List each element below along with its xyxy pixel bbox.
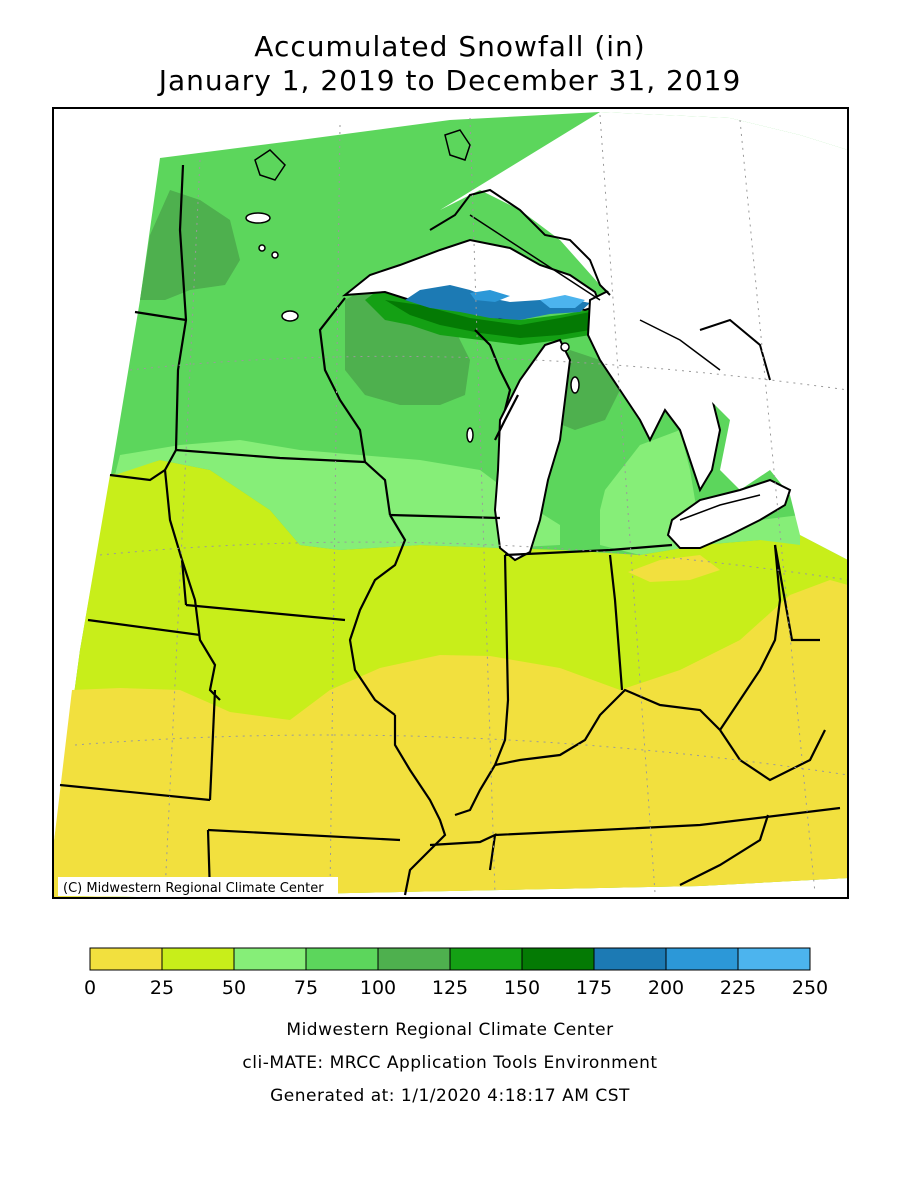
legend-swatch bbox=[233, 947, 307, 971]
legend-swatch bbox=[89, 947, 163, 971]
map-title: Accumulated Snowfall (in) bbox=[254, 30, 646, 63]
legend-swatch bbox=[593, 947, 667, 971]
legend-swatch bbox=[305, 947, 379, 971]
lake-winnipeg-fragment bbox=[254, 149, 286, 181]
legend-tick-label: 100 bbox=[360, 977, 396, 999]
legend-swatch bbox=[377, 947, 451, 971]
legend-tick-label: 125 bbox=[432, 977, 468, 999]
state-boundaries bbox=[59, 164, 841, 896]
copyright-text: (C) Midwestern Regional Climate Center bbox=[63, 881, 324, 896]
credit-line-1: Midwestern Regional Climate Center bbox=[286, 1020, 614, 1040]
canada-region bbox=[440, 112, 848, 560]
erie-border-line bbox=[679, 494, 761, 521]
legend-swatch bbox=[665, 947, 739, 971]
lake-erie bbox=[666, 478, 792, 549]
us-canada-border-line bbox=[469, 214, 601, 301]
legend-tick-label: 250 bbox=[792, 977, 828, 999]
graticule bbox=[74, 114, 849, 894]
legend-swatch bbox=[161, 947, 235, 971]
legend-tick-label: 200 bbox=[648, 977, 684, 999]
lake-islands bbox=[245, 212, 580, 443]
superior-north-shore bbox=[429, 188, 611, 296]
legend-tick-label: 225 bbox=[720, 977, 756, 999]
legend-swatch bbox=[521, 947, 595, 971]
copyright-box bbox=[58, 877, 338, 896]
georgian-bay-shore bbox=[699, 318, 771, 381]
color-legend: 0 25 50 75 100 125 150 175 200 225 250 bbox=[84, 947, 828, 999]
legend-tick-label: 50 bbox=[222, 977, 246, 999]
legend-tick-label: 150 bbox=[504, 977, 540, 999]
legend-tick-label: 175 bbox=[576, 977, 612, 999]
map-date-range: January 1, 2019 to December 31, 2019 bbox=[158, 64, 742, 97]
legend-tick-label: 0 bbox=[84, 977, 96, 999]
credit-line-3: Generated at: 1/1/2020 4:18:17 AM CST bbox=[270, 1086, 630, 1106]
legend-swatch bbox=[737, 947, 811, 971]
legend-tick-label: 75 bbox=[294, 977, 318, 999]
credit-line-2: cli-MATE: MRCC Application Tools Environ… bbox=[242, 1053, 658, 1073]
lake-michigan bbox=[493, 338, 572, 562]
huron-border-line bbox=[639, 319, 721, 371]
map-frame bbox=[52, 107, 849, 899]
lake-nipigon bbox=[444, 129, 471, 161]
legend-tick-label: 25 bbox=[150, 977, 174, 999]
legend-swatch bbox=[449, 947, 523, 971]
